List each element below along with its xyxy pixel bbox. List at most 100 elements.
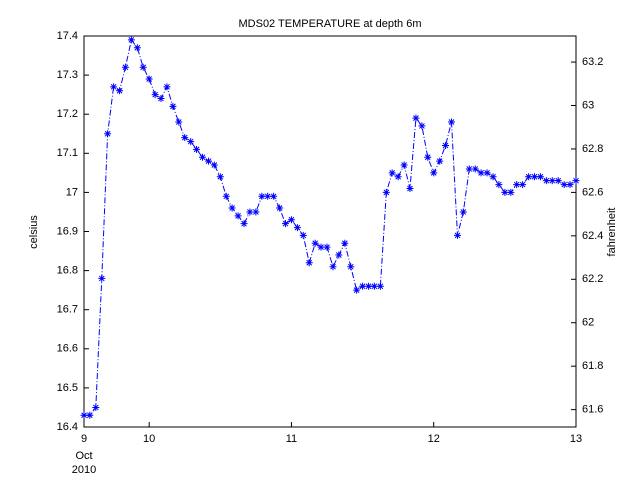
y-axis-label: celsius [28, 215, 40, 249]
data-marker [566, 181, 574, 189]
data-marker [317, 243, 325, 251]
data-marker [341, 239, 349, 247]
y-tick-label: 17 [66, 186, 78, 198]
data-marker [98, 274, 106, 282]
y2-tick-label: 62.4 [582, 230, 603, 242]
y2-tick-label: 61.8 [582, 360, 603, 372]
data-marker [293, 224, 301, 232]
data-marker [80, 411, 88, 419]
data-marker [169, 102, 177, 110]
x-tick-label: 13 [570, 433, 582, 445]
data-marker [281, 220, 289, 228]
data-marker [412, 114, 420, 122]
data-marker [92, 403, 100, 411]
data-marker [222, 192, 230, 200]
data-marker [519, 181, 527, 189]
data-marker [252, 208, 260, 216]
data-marker [335, 251, 343, 259]
data-marker [258, 192, 266, 200]
x-tick-label: 9 [81, 433, 87, 445]
data-marker [305, 259, 313, 267]
y2-tick-label: 63 [582, 99, 594, 111]
data-marker [193, 145, 201, 153]
chart-title: MDS02 TEMPERATURE at depth 6m [239, 18, 422, 30]
x-tick-label: 10 [143, 433, 155, 445]
y2-tick-label: 61.6 [582, 404, 603, 416]
data-marker [459, 208, 467, 216]
data-marker [418, 122, 426, 130]
data-marker [216, 173, 224, 181]
data-marker [187, 138, 195, 146]
data-marker [234, 212, 242, 220]
data-marker [145, 75, 153, 83]
data-marker [104, 130, 112, 138]
data-marker [299, 231, 307, 239]
data-marker [430, 169, 438, 177]
x-tick-label: 11 [286, 433, 297, 445]
y2-tick-label: 62.8 [582, 143, 603, 155]
y-tick-label: 16.8 [57, 265, 78, 277]
data-marker [86, 411, 94, 419]
y2-tick-label: 62.6 [582, 186, 603, 198]
data-marker [394, 173, 402, 181]
y-tick-label: 16.7 [57, 304, 78, 316]
y-tick-label: 17.3 [57, 69, 78, 81]
data-marker [133, 44, 141, 52]
x-tick-label: 12 [428, 433, 440, 445]
data-marker [406, 184, 414, 192]
data-marker [513, 181, 521, 189]
y-tick-label: 16.4 [57, 421, 78, 433]
data-marker [359, 282, 367, 290]
y2-tick-label: 62.2 [582, 273, 603, 285]
data-marker [489, 173, 497, 181]
y-tick-label: 17.2 [57, 108, 78, 120]
data-marker [424, 153, 432, 161]
data-marker [347, 263, 355, 271]
data-marker [127, 36, 135, 44]
data-marker [525, 173, 533, 181]
data-marker [501, 188, 509, 196]
data-marker [436, 157, 444, 165]
data-marker [442, 141, 450, 149]
data-marker [163, 83, 171, 91]
data-marker [388, 169, 396, 177]
x-year-label: 2010 [72, 464, 96, 476]
data-marker [157, 95, 165, 103]
y2-tick-label: 62 [582, 317, 594, 329]
data-marker [311, 239, 319, 247]
data-marker [453, 231, 461, 239]
data-marker [181, 134, 189, 142]
data-marker [276, 204, 284, 212]
data-marker [507, 188, 515, 196]
data-marker [572, 177, 580, 185]
data-marker [548, 177, 556, 185]
y-tick-label: 16.9 [57, 225, 78, 237]
y-tick-label: 16.6 [57, 343, 78, 355]
data-marker [465, 165, 473, 173]
data-marker [353, 286, 361, 294]
data-marker [246, 208, 254, 216]
data-marker [560, 181, 568, 189]
data-marker [477, 169, 485, 177]
data-marker [210, 161, 218, 169]
y-tick-label: 17.1 [57, 147, 78, 159]
data-marker [536, 173, 544, 181]
data-marker [270, 192, 278, 200]
y-tick-label: 16.5 [57, 382, 78, 394]
data-marker [471, 165, 479, 173]
data-marker [116, 87, 124, 95]
data-marker [264, 192, 272, 200]
data-marker [495, 181, 503, 189]
data-marker [199, 153, 207, 161]
data-marker [530, 173, 538, 181]
plot-frame [83, 35, 577, 428]
y2-tick-label: 63.2 [582, 56, 603, 68]
data-marker [365, 282, 373, 290]
data-marker [323, 243, 331, 251]
data-marker [287, 216, 295, 224]
x-month-label: Oct [75, 450, 92, 462]
data-marker [448, 118, 456, 126]
data-marker [175, 118, 183, 126]
data-marker [370, 282, 378, 290]
